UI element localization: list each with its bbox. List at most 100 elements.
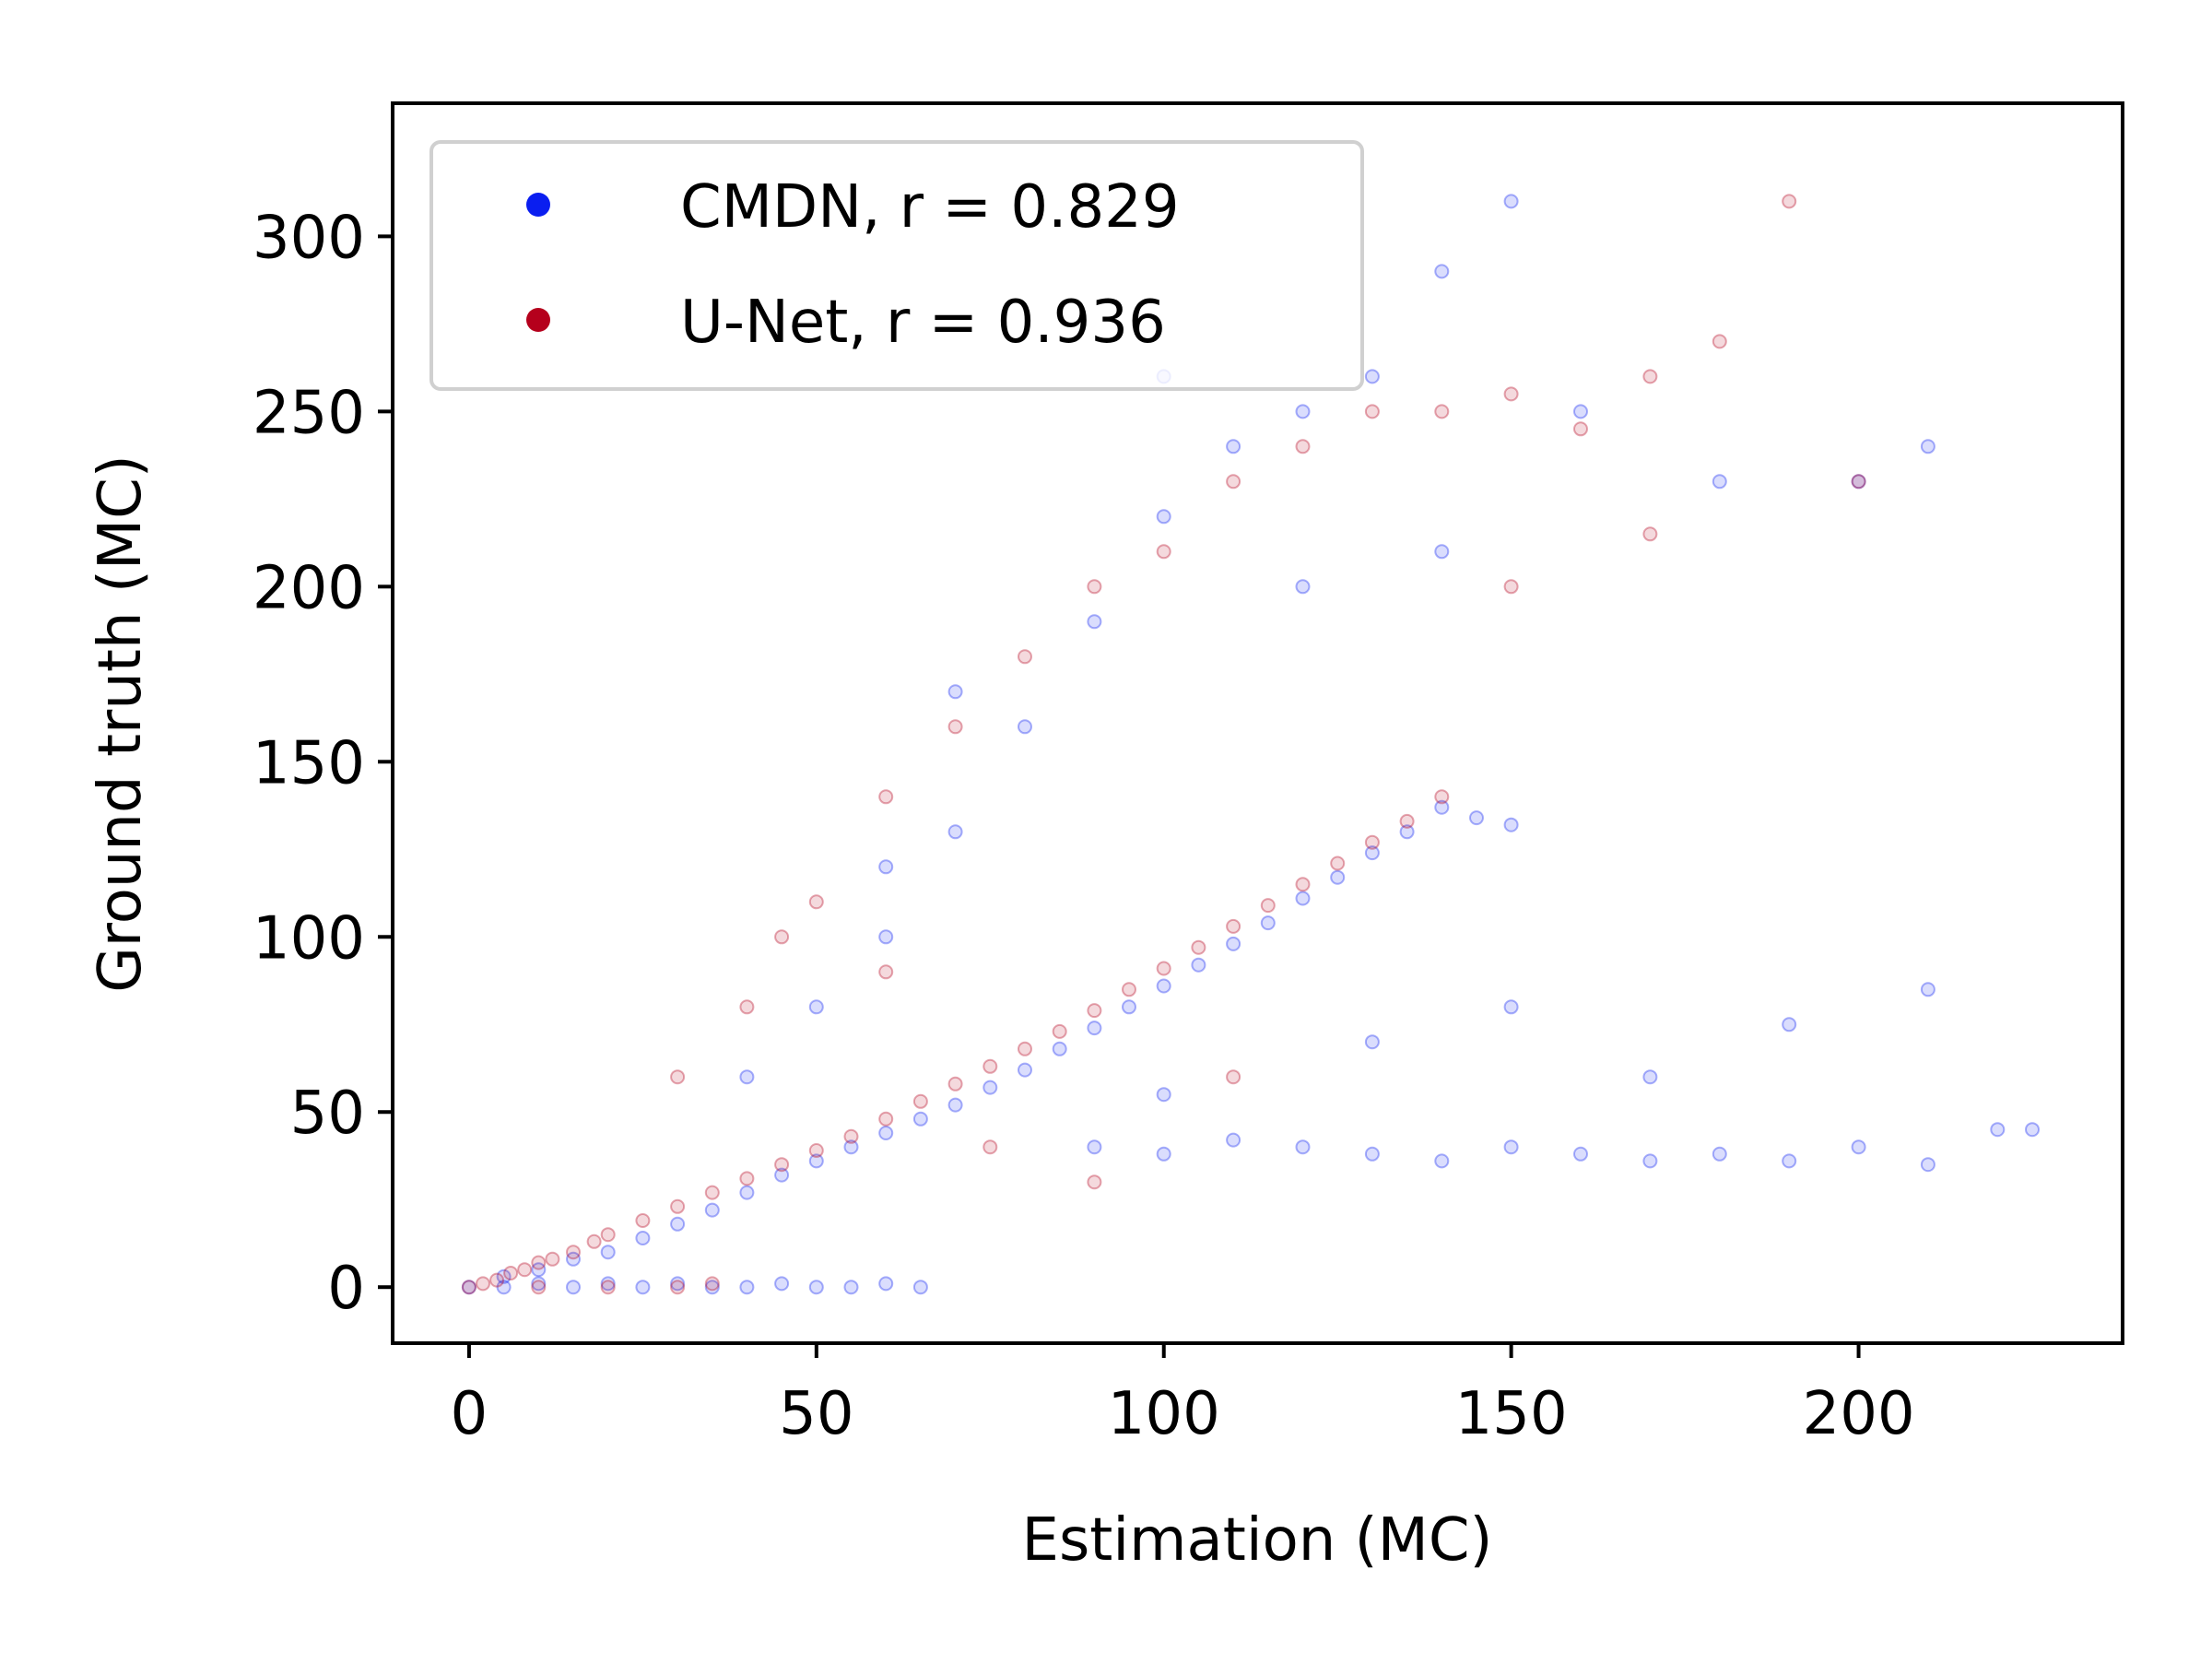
point-series-0-75 (1573, 404, 1588, 419)
point-series-1-41 (947, 719, 963, 735)
point-series-0-44 (1087, 1139, 1102, 1155)
point-series-0-47 (1295, 1139, 1311, 1155)
point-series-1-46 (1295, 439, 1311, 454)
point-series-0-65 (878, 929, 894, 945)
point-series-1-20 (982, 1058, 998, 1074)
point-series-1-51 (1642, 369, 1658, 384)
point-series-0-38 (1330, 869, 1346, 885)
point-series-1-56 (774, 929, 790, 945)
point-series-0-20 (704, 1202, 720, 1218)
point-series-1-10 (635, 1213, 651, 1228)
point-series-0-80 (808, 999, 824, 1015)
point-series-1-15 (808, 1143, 824, 1158)
point-series-0-9 (774, 1276, 790, 1292)
point-series-0-69 (1156, 509, 1171, 525)
point-series-1-28 (1260, 898, 1276, 914)
point-series-0-48 (1364, 1146, 1380, 1162)
point-series-0-39 (1364, 845, 1380, 861)
point-series-0-41 (1434, 799, 1450, 815)
point-series-0-12 (878, 1276, 894, 1292)
point-series-0-52 (1642, 1153, 1658, 1169)
point-series-0-71 (1295, 404, 1311, 419)
y-tick-label: 200 (253, 554, 365, 622)
y-tick-label: 0 (327, 1255, 365, 1323)
point-series-0-25 (878, 1126, 894, 1140)
point-series-0-60 (1364, 1034, 1380, 1050)
point-series-0-55 (1851, 1139, 1866, 1155)
point-series-1-13 (739, 1171, 755, 1186)
point-series-1-44 (1156, 544, 1171, 560)
point-series-1-16 (843, 1128, 859, 1144)
point-series-1-23 (1087, 1003, 1102, 1019)
point-series-1-53 (1782, 194, 1797, 209)
x-tick-label: 150 (1455, 1380, 1568, 1448)
point-series-1-4 (517, 1262, 533, 1278)
point-series-1-54 (1851, 474, 1866, 490)
point-series-0-19 (670, 1216, 686, 1232)
point-series-0-2 (531, 1276, 547, 1292)
point-series-0-23 (808, 1153, 824, 1169)
point-series-1-21 (1018, 1041, 1032, 1056)
point-series-0-15 (531, 1262, 547, 1278)
point-series-1-19 (947, 1076, 963, 1092)
point-series-0-82 (947, 684, 963, 700)
point-series-0-7 (704, 1280, 720, 1295)
point-series-1-22 (1052, 1023, 1067, 1039)
point-series-0-3 (566, 1280, 581, 1295)
point-series-1-25 (1156, 961, 1171, 976)
points-layer (461, 194, 2040, 1295)
point-series-1-27 (1226, 918, 1241, 934)
point-series-1-29 (1295, 877, 1311, 892)
point-series-1-0 (461, 1280, 477, 1295)
point-series-1-18 (912, 1093, 928, 1109)
point-series-1-3 (503, 1266, 519, 1280)
point-series-0-72 (1364, 369, 1380, 384)
point-series-0-29 (1018, 1062, 1032, 1078)
point-series-0-81 (878, 859, 894, 875)
point-series-1-17 (878, 1111, 894, 1127)
point-series-0-5 (635, 1280, 651, 1295)
point-series-0-40 (1399, 824, 1415, 840)
point-series-0-30 (1052, 1041, 1067, 1056)
point-series-1-61 (1503, 579, 1519, 595)
legend-marker-unet (526, 308, 550, 332)
point-series-0-53 (1712, 1146, 1727, 1162)
point-series-0-51 (1573, 1146, 1588, 1162)
point-series-0-24 (843, 1139, 859, 1155)
point-series-0-13 (912, 1280, 928, 1295)
point-series-1-31 (1364, 834, 1380, 850)
point-series-0-8 (739, 1280, 755, 1295)
point-series-0-31 (1087, 1021, 1102, 1036)
point-series-0-67 (1018, 719, 1032, 735)
point-series-0-26 (912, 1111, 928, 1127)
point-series-0-27 (947, 1097, 963, 1113)
point-series-0-63 (1782, 1017, 1797, 1033)
point-series-0-6 (670, 1276, 686, 1292)
x-tick-label: 50 (779, 1380, 853, 1448)
point-series-0-59 (1156, 1087, 1171, 1103)
legend: CMDN, r = 0.829 U-Net, r = 0.936 (429, 140, 1364, 391)
point-series-0-34 (1191, 957, 1206, 973)
point-series-1-36 (670, 1280, 686, 1295)
point-series-0-56 (1920, 1157, 1936, 1173)
point-series-0-45 (1156, 1146, 1171, 1162)
point-series-1-60 (1226, 1069, 1241, 1085)
legend-label-unet: U-Net, r = 0.936 (680, 289, 1166, 357)
point-series-0-74 (1503, 194, 1519, 209)
point-series-1-58 (982, 1139, 998, 1155)
point-series-0-78 (1920, 439, 1936, 454)
point-series-0-46 (1226, 1132, 1241, 1148)
x-axis: 0 50 100 150 200 (451, 1343, 1915, 1448)
x-tick-label: 200 (1802, 1380, 1914, 1448)
point-series-1-35 (600, 1280, 616, 1295)
point-series-1-59 (1087, 1174, 1102, 1190)
point-series-1-49 (1503, 386, 1519, 402)
point-series-1-14 (774, 1157, 790, 1173)
point-series-1-37 (704, 1276, 720, 1292)
legend-label-cmdn: CMDN, r = 0.829 (680, 173, 1180, 242)
y-tick-label: 100 (253, 904, 365, 973)
point-series-1-12 (704, 1185, 720, 1200)
point-series-0-10 (808, 1280, 824, 1295)
point-series-0-36 (1260, 915, 1276, 931)
